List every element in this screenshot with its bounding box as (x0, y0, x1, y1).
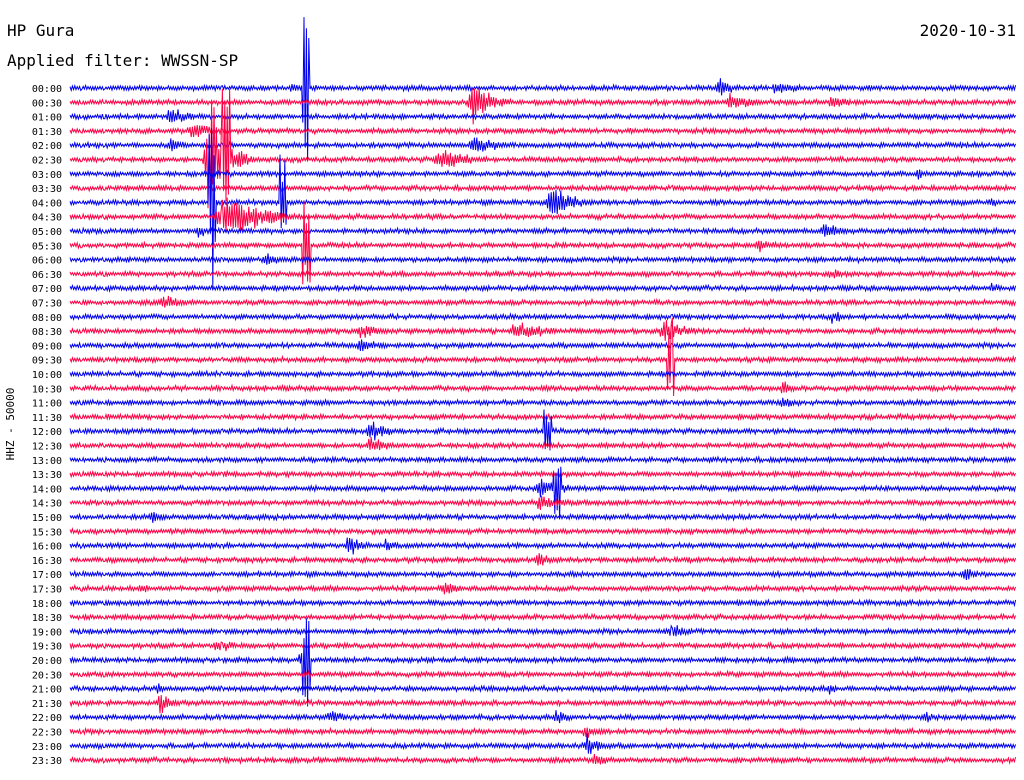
trace-row (69, 201, 1017, 285)
filter-subtitle: Applied filter: WWSSN-SP (7, 51, 238, 70)
row-time-label: 18:30 (32, 613, 62, 624)
date-label: 2020-10-31 (920, 21, 1016, 40)
trace-row (69, 224, 1017, 238)
row-time-label: 00:30 (32, 98, 62, 109)
row-time-label: 04:30 (32, 213, 62, 224)
trace-row (69, 183, 1017, 193)
row-time-label: 16:30 (32, 556, 62, 567)
row-time-label: 17:30 (32, 585, 62, 596)
trace-row (69, 197, 1017, 233)
trace-row (69, 598, 1017, 608)
trace-row (69, 469, 1017, 479)
row-time-label: 10:30 (32, 384, 62, 395)
row-time-label: 11:30 (32, 413, 62, 424)
row-time-label: 01:30 (32, 127, 62, 138)
row-time-label: 19:00 (32, 627, 62, 638)
row-time-label: 03:30 (32, 184, 62, 195)
row-time-label: 17:00 (32, 570, 62, 581)
row-time-label: 01:00 (32, 113, 62, 124)
trace-row (69, 169, 1017, 180)
trace-row (69, 88, 1017, 125)
row-time-label: 12:30 (32, 442, 62, 453)
trace-row (69, 733, 1017, 755)
row-time-label: 15:00 (32, 513, 62, 524)
station-title: HP Gura (7, 21, 74, 40)
row-time-label: 14:00 (32, 484, 62, 495)
trace-row (69, 526, 1017, 536)
trace-row (69, 311, 1017, 324)
trace-row (69, 710, 1017, 724)
trace-row (69, 381, 1017, 394)
trace-row (69, 253, 1017, 265)
trace-row (69, 317, 1017, 397)
trace-row (69, 495, 1017, 511)
trace-row (69, 669, 1017, 680)
row-time-label: 10:00 (32, 370, 62, 381)
trace-row (69, 537, 1017, 555)
row-time-label: 08:30 (32, 327, 62, 338)
trace-row (69, 640, 1017, 652)
trace-row (69, 569, 1017, 580)
trace-row (69, 295, 1017, 308)
row-time-label: 02:00 (32, 141, 62, 152)
trace-row (69, 618, 1017, 707)
trace-row (69, 369, 1017, 379)
row-time-label: 23:30 (32, 756, 62, 767)
row-time-label: 13:00 (32, 456, 62, 467)
row-time-label: 04:00 (32, 198, 62, 209)
trace-row (69, 412, 1017, 422)
trace-row (69, 455, 1017, 465)
row-time-label: 05:00 (32, 227, 62, 238)
row-time-label: 13:30 (32, 470, 62, 481)
row-time-label: 03:00 (32, 170, 62, 181)
row-time-label: 19:30 (32, 642, 62, 653)
trace-row (69, 409, 1017, 451)
row-time-label: 15:30 (32, 527, 62, 538)
trace-row (69, 339, 1017, 352)
row-time-label: 00:00 (32, 84, 62, 95)
trace-row (69, 553, 1017, 566)
trace-row (69, 612, 1017, 623)
channel-axis-label: HHZ - 50000 (4, 388, 17, 461)
row-time-label: 06:00 (32, 256, 62, 267)
row-time-label: 16:00 (32, 542, 62, 553)
row-time-label: 18:00 (32, 599, 62, 610)
trace-row (69, 269, 1017, 279)
row-time-label: 20:30 (32, 670, 62, 681)
row-time-label: 20:00 (32, 656, 62, 667)
trace-row (69, 694, 1017, 714)
trace-row (69, 683, 1017, 695)
row-time-label: 21:00 (32, 685, 62, 696)
row-time-label: 02:30 (32, 156, 62, 167)
trace-row (69, 320, 1017, 341)
row-time-label: 06:30 (32, 270, 62, 281)
trace-row (69, 17, 1017, 161)
row-time-label: 14:30 (32, 499, 62, 510)
trace-row (69, 753, 1017, 765)
row-time-label: 11:00 (32, 399, 62, 410)
row-time-label: 09:30 (32, 356, 62, 367)
row-time-label: 12:00 (32, 427, 62, 438)
row-time-label: 21:30 (32, 699, 62, 710)
trace-row (69, 624, 1017, 637)
row-time-label: 22:30 (32, 728, 62, 739)
trace-row (69, 437, 1017, 451)
row-time-label: 07:30 (32, 299, 62, 310)
trace-row (69, 726, 1017, 738)
trace-row (69, 397, 1017, 408)
row-labels: 00:00 00:30 01:00 01:30 02:00 02:30 03:00 03:30… (32, 84, 62, 767)
row-time-label: 05:30 (32, 241, 62, 252)
trace-row (69, 512, 1017, 523)
trace-row (69, 466, 1017, 520)
row-time-label: 23:00 (32, 742, 62, 753)
traces (69, 17, 1017, 765)
row-time-label: 08:00 (32, 313, 62, 324)
trace-row (69, 582, 1017, 595)
row-time-label: 07:00 (32, 284, 62, 295)
row-time-label: 09:00 (32, 341, 62, 352)
trace-row (69, 88, 1017, 209)
trace-row (69, 282, 1017, 293)
row-time-label: 22:00 (32, 713, 62, 724)
